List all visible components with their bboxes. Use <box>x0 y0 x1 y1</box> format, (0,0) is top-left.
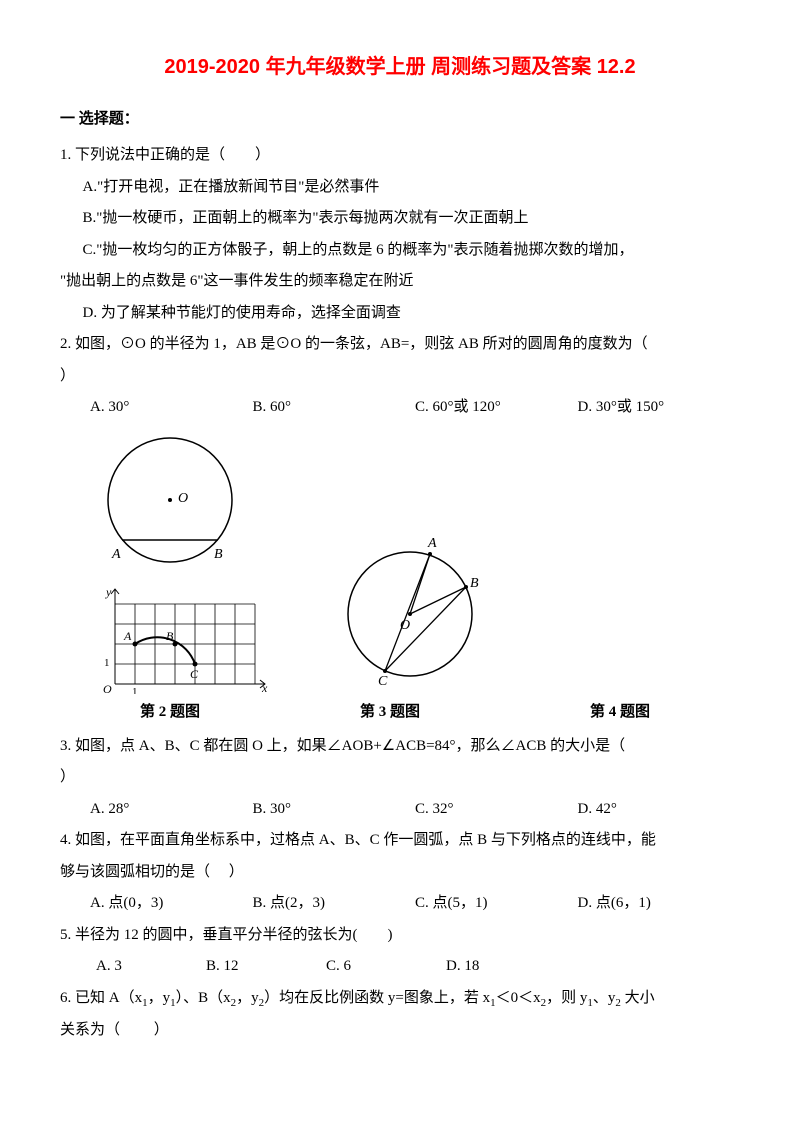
q4-opt-b: B. 点(2，3) <box>253 888 416 920</box>
svg-text:B: B <box>214 547 223 562</box>
svg-text:A: A <box>123 629 132 643</box>
q6-t1: 6. 已知 A（x <box>60 990 142 1006</box>
q4-stem: 4. 如图，在平面直角坐标系中，过格点 A、B、C 作一圆弧，点 B 与下列格点… <box>60 825 740 857</box>
q6-t5: ）均在反比例函数 y=图象上，若 x <box>264 990 490 1006</box>
q6-t3: ）、B（x <box>176 990 231 1006</box>
q3-opt-c: C. 32° <box>415 794 578 826</box>
svg-text:B: B <box>166 629 174 643</box>
question-4: 4. 如图，在平面直角坐标系中，过格点 A、B、C 作一圆弧，点 B 与下列格点… <box>60 825 740 920</box>
q1-opt-a: A."打开电视，正在播放新闻节目"是必然事件 <box>60 172 740 204</box>
svg-text:x: x <box>261 681 268 694</box>
q1-opt-c-cont: "抛出朝上的点数是 6"这一事件发生的频率稳定在附近 <box>60 266 740 298</box>
q2-opt-c: C. 60°或 120° <box>415 392 578 424</box>
fig3-label: 第 3 题图 <box>360 700 590 721</box>
question-1: 1. 下列说法中正确的是（ ） A."打开电视，正在播放新闻节目"是必然事件 B… <box>60 140 740 329</box>
q4-opt-a: A. 点(0，3) <box>90 888 253 920</box>
q6-stem2: 关系为（ ） <box>60 1015 740 1047</box>
q4-stem2: 够与该圆弧相切的是（ ） <box>60 857 740 889</box>
q2-opt-a: A. 30° <box>90 392 253 424</box>
fig2-label: 第 2 题图 <box>140 700 360 721</box>
q6-t2: ，y <box>148 990 171 1006</box>
q6-t8: 、y <box>593 990 616 1006</box>
q3-opt-d: D. 42° <box>578 794 741 826</box>
q3-stem: 3. 如图，点 A、B、C 都在圆 O 上，如果∠AOB+∠ACB=84°，那么… <box>60 731 740 763</box>
svg-text:C: C <box>190 667 199 681</box>
svg-text:1: 1 <box>104 657 110 669</box>
question-2: 2. 如图，⊙O 的半径为 1，AB 是⊙O 的一条弦，AB=，则弦 AB 所对… <box>60 329 740 424</box>
q6-t6: ＜0＜x <box>496 990 541 1006</box>
svg-text:B: B <box>470 576 479 591</box>
fig4-label: 第 4 题图 <box>590 700 650 721</box>
q1-opt-b: B."抛一枚硬币，正面朝上的概率为"表示每抛两次就有一次正面朝上 <box>60 203 740 235</box>
q2-opt-b: B. 60° <box>253 392 416 424</box>
q6-t9: 大小 <box>621 990 655 1006</box>
figure-3: O A B C <box>330 529 490 694</box>
page-title: 2019-2020 年九年级数学上册 周测练习题及答案 12.2 <box>60 50 740 79</box>
svg-text:O: O <box>178 491 188 506</box>
q5-stem: 5. 半径为 12 的圆中，垂直平分半径的弦长为( ) <box>60 920 740 952</box>
figure-2: O A B <box>100 430 270 694</box>
q5-opt-d: D. 18 <box>446 951 479 983</box>
figure-labels: 第 2 题图 第 3 题图 第 4 题图 <box>60 700 740 721</box>
q2-opt-d: D. 30°或 150° <box>578 392 741 424</box>
svg-text:1: 1 <box>132 686 138 694</box>
q1-stem: 1. 下列说法中正确的是（ ） <box>60 140 740 172</box>
question-6: 6. 已知 A（x1，y1）、B（x2，y2）均在反比例函数 y=图象上，若 x… <box>60 983 740 1047</box>
svg-text:A: A <box>111 547 121 562</box>
q6-stem: 6. 已知 A（x1，y1）、B（x2，y2）均在反比例函数 y=图象上，若 x… <box>60 983 740 1015</box>
figures-row: O A B <box>60 430 740 694</box>
svg-text:C: C <box>378 674 388 689</box>
question-3: 3. 如图，点 A、B、C 都在圆 O 上，如果∠AOB+∠ACB=84°，那么… <box>60 731 740 826</box>
question-5: 5. 半径为 12 的圆中，垂直平分半径的弦长为( ) A. 3 B. 12 C… <box>60 920 740 983</box>
q4-opt-c: C. 点(5，1) <box>415 888 578 920</box>
q3-opt-a: A. 28° <box>90 794 253 826</box>
q1-opt-d: D. 为了解某种节能灯的使用寿命，选择全面调查 <box>60 298 740 330</box>
q1-opt-c: C."抛一枚均匀的正方体骰子，朝上的点数是 6 的概率为"表示随着抛掷次数的增加… <box>60 235 740 267</box>
section-header: 一 选择题： <box>60 107 740 128</box>
svg-text:y: y <box>105 585 112 599</box>
q5-opt-c: C. 6 <box>326 951 446 983</box>
q2-stem2: ） <box>60 361 740 393</box>
q2-stem: 2. 如图，⊙O 的半径为 1，AB 是⊙O 的一条弦，AB=，则弦 AB 所对… <box>60 329 740 361</box>
q4-opt-d: D. 点(6，1) <box>578 888 741 920</box>
q5-opt-a: A. 3 <box>96 951 206 983</box>
svg-text:A: A <box>427 536 437 551</box>
q3-opt-b: B. 30° <box>253 794 416 826</box>
svg-text:O: O <box>103 682 112 694</box>
q6-t4: ，y <box>236 990 259 1006</box>
q6-t7: ，则 y <box>546 990 587 1006</box>
q5-opt-b: B. 12 <box>206 951 326 983</box>
q3-stem2: ） <box>60 762 740 794</box>
